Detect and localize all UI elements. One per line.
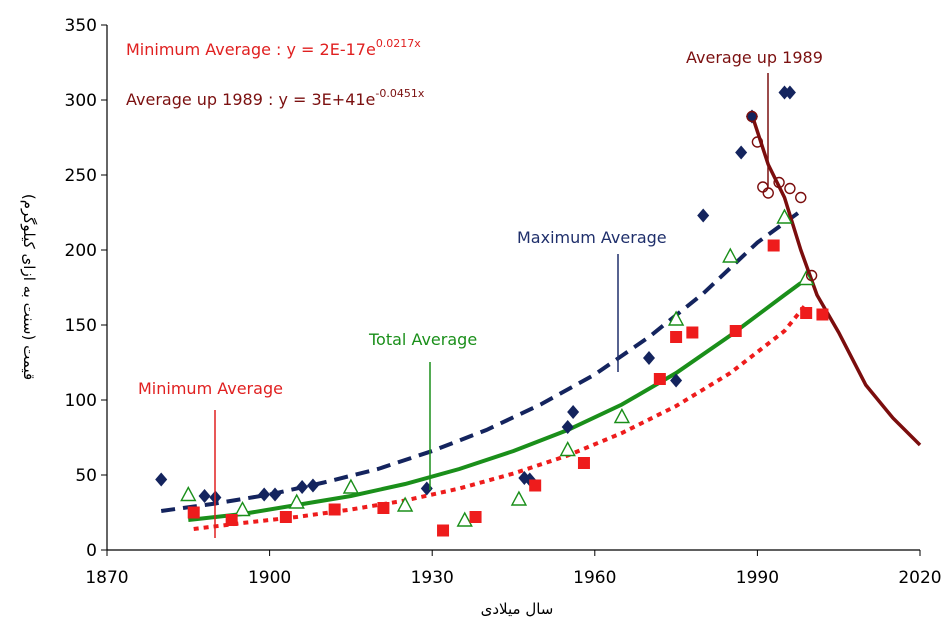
triangle-point	[559, 441, 576, 457]
label-minimum-average: Minimum Average	[138, 379, 283, 398]
square-point	[577, 457, 590, 469]
y-tick-label: 200	[65, 241, 97, 261]
equation-minimum: Minimum Average : y = 2E-17e0.0217x	[126, 37, 421, 59]
square-point	[670, 331, 683, 343]
circle-point	[773, 176, 785, 189]
equation-minimum-prefix: Minimum Average : y = 2E-17e	[126, 40, 376, 59]
diamond-point	[296, 480, 309, 494]
x-tick-label: 1870	[85, 568, 128, 588]
diamond-point	[670, 373, 683, 388]
square-point	[377, 502, 390, 514]
diamond-point	[567, 405, 580, 419]
diamond-point	[697, 208, 710, 223]
diamond-point	[306, 478, 319, 493]
trendline-total-average	[188, 281, 802, 522]
triangle-point	[798, 270, 815, 286]
x-tick-label: 2020	[898, 568, 941, 588]
diamond-point	[258, 487, 271, 502]
square-point	[767, 239, 780, 252]
x-tick-label: 1960	[573, 568, 616, 588]
equation-minimum-exp: 0.0217x	[376, 37, 421, 50]
y-tick-label: 300	[65, 91, 97, 111]
x-tick-label: 1990	[736, 568, 779, 588]
circle-point	[746, 110, 758, 123]
square-point	[469, 511, 482, 523]
diamond-point	[155, 472, 168, 487]
triangle-point	[456, 511, 473, 527]
equation-up1989-exp: -0.0451x	[375, 87, 424, 100]
square-point	[800, 307, 813, 319]
label-average-up-1989: Average up 1989	[686, 48, 823, 67]
triangle-point	[180, 486, 197, 502]
diamond-point	[198, 489, 211, 503]
x-tick-label: 1900	[248, 568, 291, 588]
circle-point	[805, 269, 818, 282]
trendline-minimum-average	[193, 302, 808, 531]
square-point	[729, 325, 742, 337]
square-point	[279, 511, 292, 523]
triangle-point	[234, 501, 251, 517]
equation-up1989-prefix: Average up 1989 : y = 3E+41e	[126, 90, 375, 109]
diamond-point	[269, 487, 282, 502]
square-point	[328, 503, 341, 516]
circle-point	[795, 191, 807, 204]
diamond-point	[643, 351, 655, 365]
circle-point	[762, 187, 774, 199]
square-point	[653, 373, 666, 385]
y-tick-label: 0	[86, 541, 97, 561]
triangle-point	[288, 493, 305, 509]
data-points	[155, 85, 829, 537]
diamond-point	[735, 145, 748, 160]
y-tick-label: 100	[65, 391, 97, 411]
trendline-maximum-average	[160, 209, 802, 513]
square-point	[225, 514, 238, 526]
triangle-point	[613, 408, 631, 424]
square-point	[686, 326, 699, 339]
triangle-point	[667, 310, 685, 326]
trendline-average-up-1989	[750, 114, 922, 447]
x-tick-label: 1930	[411, 568, 454, 588]
y-tick-label: 350	[65, 16, 97, 36]
y-tick-label: 150	[65, 316, 97, 336]
equation-up1989: Average up 1989 : y = 3E+41e-0.0451x	[126, 87, 425, 109]
triangle-point	[342, 478, 360, 494]
y-axis-title: قیمت (سنت به ازای کیلوگرم)	[20, 194, 38, 380]
trendlines	[160, 114, 922, 531]
square-point	[529, 479, 542, 492]
diamond-point	[561, 420, 574, 434]
square-point	[816, 308, 829, 321]
circle-point	[757, 181, 769, 193]
label-total-average: Total Average	[368, 330, 477, 349]
square-point	[437, 524, 450, 537]
y-tick-label: 250	[65, 166, 97, 186]
triangle-point	[722, 247, 739, 263]
y-tick-label: 50	[75, 466, 97, 486]
circle-point	[784, 182, 796, 195]
triangle-point	[776, 208, 793, 224]
triangle-point	[510, 490, 528, 506]
square-point	[187, 506, 200, 519]
label-maximum-average: Maximum Average	[517, 228, 667, 247]
x-axis-title: سال میلادی	[481, 600, 554, 618]
axes: 0 50 100 150 200 250 300 350 1870 1900 1930 1960 199…	[65, 16, 942, 588]
diamond-point	[783, 85, 796, 100]
triangle-point	[396, 496, 414, 512]
circle-point	[751, 136, 764, 148]
